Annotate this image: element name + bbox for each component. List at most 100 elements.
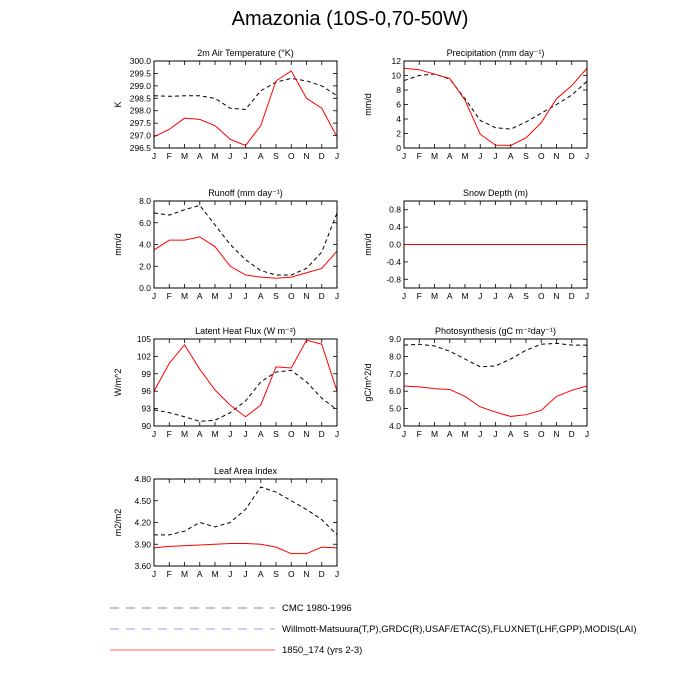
chart-panel-leaf-area-index: Leaf Area Index m2/m2 3.60 3.90 4.20 4.50 4.80… [113, 466, 339, 579]
plot-frame [403, 60, 588, 149]
series-line-cmc [153, 77, 338, 110]
y-tick-label: 9.0 [389, 334, 401, 344]
series-line-model [153, 543, 338, 555]
x-tick-label: M [211, 151, 218, 161]
x-tick-label: J [152, 429, 156, 439]
x-tick-label: A [447, 291, 453, 301]
x-tick-label: A [197, 429, 203, 439]
x-tick-label: J [585, 429, 589, 439]
x-tick-label: N [303, 291, 309, 301]
x-tick-label: D [319, 429, 325, 439]
x-tick-label: S [523, 151, 529, 161]
x-tick-label: A [508, 151, 514, 161]
plot-frame [153, 60, 338, 149]
x-tick-label: J [335, 429, 339, 439]
y-tick-label: 299.0 [130, 81, 152, 91]
series-line-model [153, 70, 338, 147]
x-tick-label: D [569, 291, 575, 301]
x-tick-label: S [273, 291, 279, 301]
y-tick-label: -0.4 [386, 257, 401, 267]
series-line-model [153, 236, 338, 279]
chart-title: 2m Air Temperature (°K) [197, 48, 293, 58]
x-tick-label: D [319, 569, 325, 579]
x-tick-label: A [447, 429, 453, 439]
y-tick-label: 7.0 [389, 369, 401, 379]
y-tick-label: 12 [392, 56, 402, 66]
x-tick-label: A [508, 291, 514, 301]
chart-panel-latent-heat-flux: Latent Heat Flux (W m⁻²) W/m^2 90 93 96 99 102… [113, 326, 339, 439]
x-tick-label: S [523, 429, 529, 439]
x-tick-label: M [181, 429, 188, 439]
x-tick-label: J [152, 151, 156, 161]
y-tick-label: 102 [137, 351, 151, 361]
x-tick-label: J [478, 291, 482, 301]
y-tick-label: 0.0 [389, 240, 401, 250]
y-tick-label: 6.0 [139, 218, 151, 228]
x-tick-label: J [335, 291, 339, 301]
x-tick-label: M [431, 429, 438, 439]
x-tick-label: A [508, 429, 514, 439]
plot-frame [153, 200, 338, 289]
y-axis-label: mm/d [363, 93, 373, 116]
y-tick-label: 90 [142, 421, 152, 431]
x-tick-label: M [461, 429, 468, 439]
y-tick-label: 8 [396, 85, 401, 95]
x-tick-label: J [478, 151, 482, 161]
y-tick-label: 0 [396, 143, 401, 153]
y-tick-label: 0.8 [389, 205, 401, 215]
y-tick-label: 298.0 [130, 106, 152, 116]
x-tick-label: A [258, 569, 264, 579]
x-tick-label: O [288, 429, 295, 439]
legend-label-model: 1850_174 (yrs 2-3) [282, 645, 363, 656]
x-tick-label: O [538, 151, 545, 161]
chart-panel-photosynthesis: Photosynthesis (gC m⁻²day⁻¹) gC/m^2/d 4.0 5… [363, 326, 589, 439]
x-tick-label: N [303, 151, 309, 161]
y-tick-label: 96 [142, 386, 152, 396]
x-tick-label: M [431, 151, 438, 161]
y-axis-label: W/m^2 [113, 369, 123, 397]
x-tick-label: J [228, 151, 232, 161]
x-tick-label: S [273, 569, 279, 579]
x-tick-label: M [461, 291, 468, 301]
chart-title: Runoff (mm day⁻¹) [208, 188, 283, 198]
x-tick-label: M [211, 291, 218, 301]
x-tick-label: N [553, 429, 559, 439]
legend-label-cmc: CMC 1980-1996 [282, 603, 352, 614]
y-tick-label: 8.0 [139, 196, 151, 206]
y-axis-label: gC/m^2/d [363, 363, 373, 401]
x-tick-label: D [319, 151, 325, 161]
y-tick-label: 10 [392, 71, 402, 81]
y-tick-label: 4 [396, 114, 401, 124]
y-tick-label: 2 [396, 129, 401, 139]
x-tick-label: J [402, 429, 406, 439]
y-tick-label: 4.0 [389, 421, 401, 431]
x-tick-label: A [258, 291, 264, 301]
x-tick-label: J [402, 151, 406, 161]
x-tick-label: J [478, 429, 482, 439]
x-tick-label: A [258, 429, 264, 439]
x-tick-label: D [569, 151, 575, 161]
x-tick-label: F [167, 569, 172, 579]
x-tick-label: A [197, 569, 203, 579]
chart-panel-snow-depth: Snow Depth (m)mm/d-0.8-0.40.00.40.8J F M A M… [363, 188, 589, 301]
x-tick-label: F [417, 291, 422, 301]
y-tick-label: 8.0 [389, 351, 401, 361]
x-tick-label: M [211, 569, 218, 579]
x-tick-label: M [181, 569, 188, 579]
x-tick-label: N [553, 151, 559, 161]
x-tick-label: F [417, 429, 422, 439]
series-line-cmc [403, 73, 588, 130]
y-tick-label: 4.50 [134, 496, 151, 506]
x-tick-label: J [335, 569, 339, 579]
y-tick-label: 4.80 [134, 474, 151, 484]
chart-panel-runoff: Runoff (mm day⁻¹)mm/d0.02.04.06.08.0J F M A… [113, 188, 339, 301]
x-tick-label: O [538, 429, 545, 439]
series-line-model [153, 339, 338, 418]
x-tick-label: S [273, 429, 279, 439]
y-tick-label: 298.5 [130, 93, 152, 103]
y-tick-label: 0.0 [139, 283, 151, 293]
x-tick-label: M [211, 429, 218, 439]
x-tick-label: M [181, 151, 188, 161]
series-line-model [403, 385, 588, 417]
y-tick-label: 105 [137, 334, 151, 344]
